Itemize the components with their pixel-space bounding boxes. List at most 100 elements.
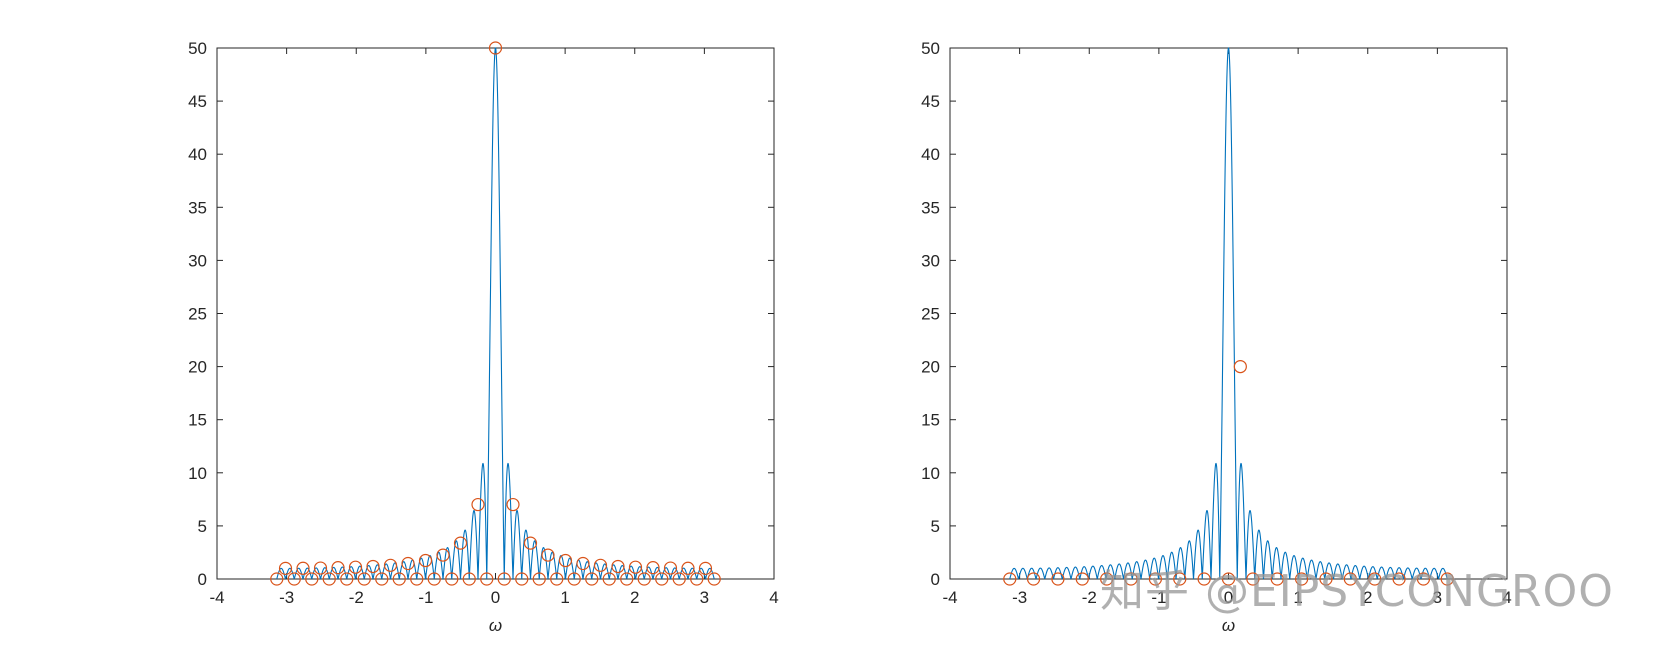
x-tick-label: -1 (418, 588, 433, 607)
data-point-marker (611, 559, 625, 574)
data-point-marker (655, 572, 669, 586)
data-point-marker (576, 556, 590, 571)
data-point-marker (1416, 572, 1431, 586)
y-tick-label: 35 (921, 198, 940, 217)
data-point-marker (340, 572, 354, 586)
x-tick-label: -2 (1082, 588, 1097, 607)
x-axis-label: ω (1222, 616, 1235, 635)
x-tick-label: 1 (560, 588, 569, 607)
data-point-marker (1100, 572, 1114, 586)
data-point-marker (1026, 572, 1041, 586)
x-tick-label: -2 (349, 588, 364, 607)
data-point-marker (1051, 572, 1065, 586)
data-point-marker (410, 572, 424, 586)
data-point-marker (585, 572, 599, 586)
y-tick-label: 50 (188, 39, 207, 58)
y-tick-label: 40 (188, 145, 207, 164)
data-point-marker (287, 572, 301, 586)
data-point-marker (331, 561, 345, 575)
data-point-marker (698, 561, 713, 575)
x-tick-label: 3 (700, 588, 709, 607)
data-point-marker (1368, 572, 1382, 586)
series-line (1009, 47, 1448, 579)
data-point-marker (602, 572, 616, 586)
data-point-marker (392, 572, 406, 586)
y-tick-label: 0 (931, 570, 940, 589)
data-point-marker (418, 553, 433, 568)
data-point-marker (550, 572, 564, 586)
x-tick-label: -3 (1012, 588, 1027, 607)
data-point-marker (1343, 572, 1357, 586)
x-tick-label: 2 (1363, 588, 1372, 607)
y-tick-label: 10 (921, 464, 940, 483)
y-tick-label: 50 (921, 39, 940, 58)
data-point-marker (567, 572, 581, 586)
axes-box (949, 47, 1508, 580)
x-tick-label: -1 (1151, 588, 1166, 607)
data-point-marker (707, 572, 721, 586)
data-point-marker (480, 572, 494, 586)
y-tick-label: 35 (188, 198, 207, 217)
data-point-marker (401, 556, 415, 571)
data-point-marker (436, 548, 450, 562)
x-tick-label: 3 (1433, 588, 1442, 607)
data-point-marker (497, 572, 511, 586)
data-point-marker (445, 572, 459, 586)
data-point-marker (681, 561, 695, 575)
y-tick-label: 20 (921, 358, 940, 377)
x-tick-label: 4 (1502, 588, 1511, 607)
data-point-marker (1440, 572, 1454, 586)
x-tick-label: 0 (1224, 588, 1233, 607)
x-tick-label: -4 (942, 588, 957, 607)
series-line (276, 47, 715, 579)
data-point-marker (523, 536, 538, 550)
y-tick-label: 25 (188, 305, 207, 324)
y-tick-label: 45 (188, 92, 207, 111)
data-point-marker (383, 558, 398, 572)
data-point-marker (427, 572, 441, 586)
axes-box (216, 47, 775, 580)
data-point-marker (1319, 572, 1333, 586)
data-point-marker (515, 572, 529, 586)
data-point-marker (366, 559, 380, 574)
data-point-marker (646, 561, 660, 575)
data-point-marker (357, 572, 371, 586)
data-point-marker (628, 560, 643, 574)
y-tick-label: 25 (921, 305, 940, 324)
x-axis-label: ω (489, 616, 502, 635)
data-point-marker (296, 561, 310, 575)
data-point-marker (1233, 360, 1247, 374)
watermark-text: 知乎 @EIPSYCONGROO (1100, 566, 1614, 617)
y-tick-label: 20 (188, 358, 207, 377)
data-point-marker (313, 561, 328, 575)
data-point-marker (1246, 572, 1260, 586)
data-point-marker (637, 572, 651, 586)
y-tick-label: 45 (921, 92, 940, 111)
data-point-marker (1003, 572, 1017, 586)
y-tick-label: 10 (188, 464, 207, 483)
x-tick-label: 1 (1293, 588, 1302, 607)
data-point-marker (488, 41, 503, 55)
data-point-marker (1392, 572, 1406, 586)
data-point-marker (506, 497, 520, 512)
y-tick-label: 15 (921, 411, 940, 430)
data-point-marker (462, 572, 476, 586)
data-point-marker (270, 572, 284, 586)
x-tick-label: -3 (279, 588, 294, 607)
data-point-marker (1124, 572, 1138, 586)
y-tick-label: 30 (188, 251, 207, 270)
data-point-marker (375, 572, 389, 586)
y-tick-label: 15 (188, 411, 207, 430)
data-point-marker (1173, 572, 1187, 586)
data-point-marker (620, 572, 634, 586)
data-point-marker (278, 561, 293, 575)
data-point-marker (1148, 572, 1162, 586)
y-tick-label: 40 (921, 145, 940, 164)
data-point-marker (541, 548, 555, 562)
x-tick-label: -4 (209, 588, 224, 607)
data-point-marker (1075, 572, 1089, 586)
x-tick-label: 0 (491, 588, 500, 607)
data-point-marker (672, 572, 686, 586)
